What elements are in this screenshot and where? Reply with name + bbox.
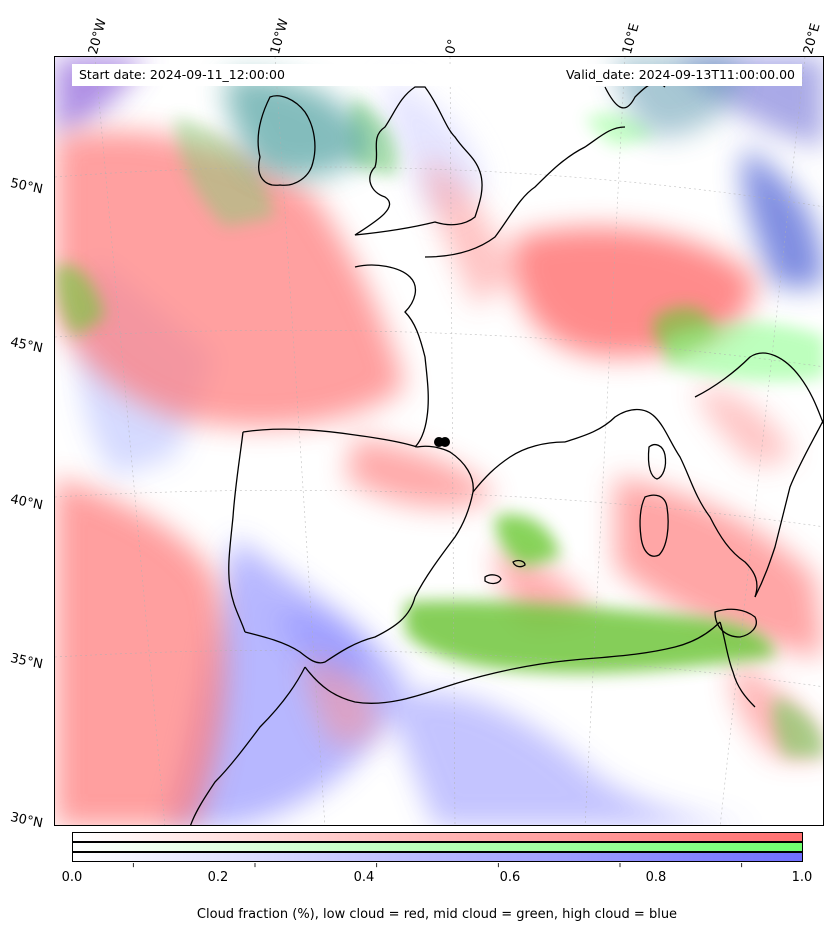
colorbar-mid-cloud xyxy=(72,842,803,852)
latitude-label-35n: 35°N xyxy=(8,651,45,673)
map-canvas xyxy=(55,57,823,825)
colorbar-high-cloud xyxy=(72,852,803,862)
colorbar-tick-label: 0.8 xyxy=(645,870,667,885)
colorbar-ticks xyxy=(132,863,743,868)
latitude-label-45n: 45°N xyxy=(8,335,45,357)
cloud-fraction-map xyxy=(54,56,824,826)
valid-date-label: Valid_date: 2024-09-13T11:00:00.00 xyxy=(565,67,795,82)
location-marker xyxy=(434,437,450,447)
longitude-label-10w: 10°W xyxy=(268,17,292,56)
latitude-label-30n: 30°N xyxy=(8,810,45,832)
colorbar-tick-label: 1.0 xyxy=(791,870,813,885)
colorbar-tick-label: 0.6 xyxy=(499,870,521,885)
latitude-label-40n: 40°N xyxy=(8,492,45,514)
date-info-box: Start date: 2024-09-11_12:00:00 Valid_da… xyxy=(72,64,802,86)
colorbar-low-cloud xyxy=(72,832,803,842)
colorbar-caption: Cloud fraction (%), low cloud = red, mid… xyxy=(196,907,678,922)
colorbar-tick-label: 0.2 xyxy=(207,870,229,885)
latitude-label-50n: 50°N xyxy=(8,176,45,198)
longitude-label-20w: 20°W xyxy=(86,17,110,56)
colorbar-tick-label: 0.4 xyxy=(353,870,375,885)
longitude-label-10e: 10°E xyxy=(620,21,643,56)
low-cloud-layer xyxy=(55,130,823,825)
start-date-label: Start date: 2024-09-11_12:00:00 xyxy=(79,67,285,82)
longitude-label-0: 0° xyxy=(443,37,462,56)
colorbar-tick-label: 0.0 xyxy=(61,870,83,885)
longitude-label-20e: 20°E xyxy=(801,21,824,56)
graticule xyxy=(55,57,823,825)
